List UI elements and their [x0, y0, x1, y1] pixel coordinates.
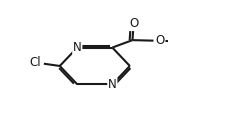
Text: O: O — [155, 34, 164, 47]
Text: Cl: Cl — [29, 56, 41, 69]
Text: O: O — [129, 17, 138, 30]
Text: N: N — [108, 78, 116, 91]
Text: N: N — [73, 41, 81, 54]
